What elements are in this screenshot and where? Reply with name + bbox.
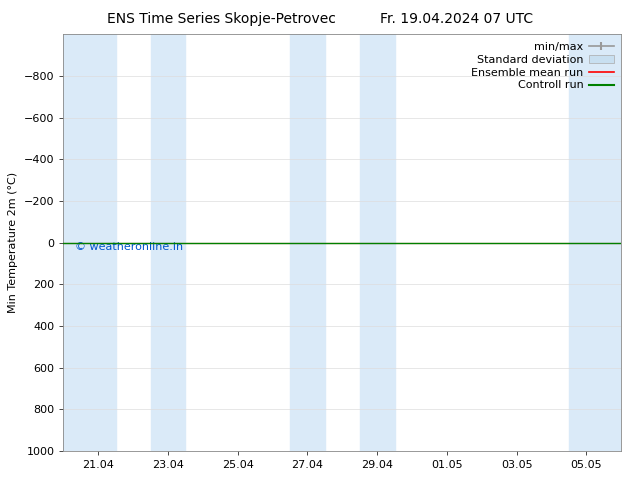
Text: © weatheronline.in: © weatheronline.in [75,242,183,252]
Bar [569,34,621,451]
Y-axis label: Min Temperature 2m (°C): Min Temperature 2m (°C) [8,172,18,313]
Text: ENS Time Series Skopje-Petrovec: ENS Time Series Skopje-Petrovec [107,12,337,26]
Bar [63,34,115,451]
Text: Fr. 19.04.2024 07 UTC: Fr. 19.04.2024 07 UTC [380,12,533,26]
Bar [150,34,185,451]
Legend: min/max, Standard deviation, Ensemble mean run, Controll run: min/max, Standard deviation, Ensemble me… [469,40,616,93]
Bar [359,34,394,451]
Bar [290,34,325,451]
